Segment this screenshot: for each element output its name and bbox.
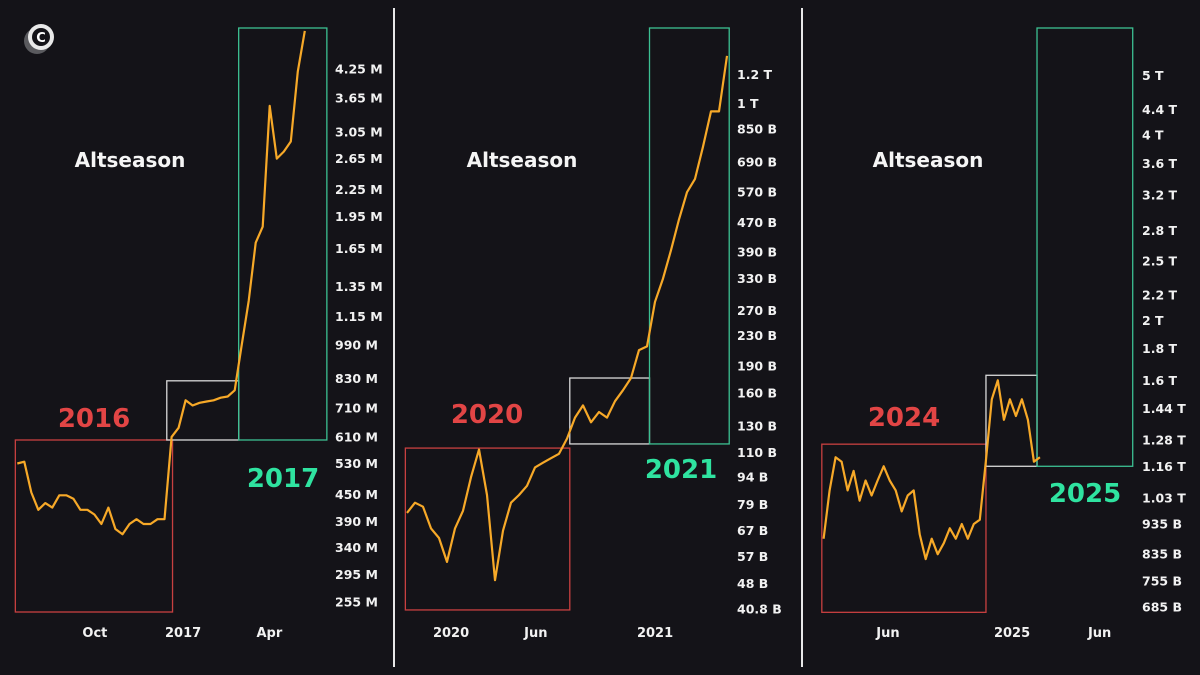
y-tick-label: 2.8 T <box>1142 223 1177 238</box>
y-tick-label: 530 M <box>335 456 378 471</box>
y-tick-label: 94 B <box>737 470 768 485</box>
x-tick-label: 2025 <box>994 626 1030 641</box>
y-tick-label: 1.28 T <box>1142 432 1186 447</box>
y-tick-label: 1.15 M <box>335 309 383 324</box>
y-tick-label: 610 M <box>335 429 378 444</box>
logo: C <box>24 24 54 54</box>
market-cap-line <box>17 30 306 536</box>
logo-coin-inner-icon <box>32 28 50 46</box>
y-tick-label: 1.6 T <box>1142 373 1177 388</box>
y-tick-label: 5 T <box>1142 68 1164 83</box>
y-tick-label: 270 B <box>737 303 777 318</box>
y-tick-label: 1.35 M <box>335 279 383 294</box>
chart-title: Altseason <box>873 148 984 172</box>
y-tick-label: 3.2 T <box>1142 187 1177 202</box>
year-label-green: 2021 <box>645 455 717 485</box>
red-period-box <box>821 443 987 613</box>
y-tick-label: 255 M <box>335 595 378 610</box>
y-tick-label: 755 B <box>1142 574 1182 589</box>
y-tick-label: 935 B <box>1142 516 1182 531</box>
y-tick-label: 4 T <box>1142 128 1164 143</box>
y-tick-label: 3.6 T <box>1142 156 1177 171</box>
y-tick-label: 850 B <box>737 122 777 137</box>
y-tick-label: 570 B <box>737 185 777 200</box>
market-cap-line <box>822 379 1041 561</box>
y-tick-label: 450 M <box>335 487 378 502</box>
y-tick-label: 390 M <box>335 514 378 529</box>
y-tick-label: 67 B <box>737 523 768 538</box>
y-tick-label: 190 B <box>737 358 777 373</box>
y-tick-label: 110 B <box>737 445 777 460</box>
year-label-red: 2020 <box>451 400 523 430</box>
chart-title: Altseason <box>75 148 186 172</box>
y-tick-label: 830 M <box>335 371 378 386</box>
y-tick-label: 1 T <box>737 96 759 111</box>
y-tick-label: 2 T <box>1142 313 1164 328</box>
y-tick-label: 690 B <box>737 154 777 169</box>
y-tick-label: 835 B <box>1142 547 1182 562</box>
x-tick-label: Jun <box>1087 626 1111 641</box>
y-tick-label: 48 B <box>737 576 768 591</box>
x-tick-label: Jun <box>523 626 547 641</box>
red-period-box <box>404 447 571 611</box>
y-tick-label: 130 B <box>737 418 777 433</box>
y-tick-label: 330 B <box>737 271 777 286</box>
y-tick-label: 3.65 M <box>335 90 383 105</box>
y-tick-label: 4.4 T <box>1142 102 1177 117</box>
y-tick-label: 4.25 M <box>335 62 383 77</box>
year-label-red: 2024 <box>868 403 940 433</box>
green-period-box <box>1036 27 1134 467</box>
white-period-box <box>166 380 240 441</box>
y-tick-label: 390 B <box>737 245 777 260</box>
y-tick-label: 2.25 M <box>335 182 383 197</box>
y-tick-label: 40.8 B <box>737 602 782 617</box>
year-label-green: 2017 <box>247 464 319 494</box>
logo-letter: C <box>36 31 46 46</box>
y-tick-label: 230 B <box>737 328 777 343</box>
x-tick-label: Oct <box>82 626 107 641</box>
y-tick-label: 160 B <box>737 386 777 401</box>
y-tick-label: 340 M <box>335 540 378 555</box>
y-tick-label: 1.44 T <box>1142 401 1186 416</box>
y-tick-label: 990 M <box>335 338 378 353</box>
year-label-green: 2025 <box>1049 479 1121 509</box>
year-label-red: 2016 <box>58 404 130 434</box>
y-tick-label: 1.8 T <box>1142 341 1177 356</box>
red-period-box <box>14 439 174 613</box>
y-tick-label: 57 B <box>737 549 768 564</box>
x-tick-label: Jun <box>875 626 899 641</box>
y-tick-label: 710 M <box>335 401 378 416</box>
chart-title: Altseason <box>467 148 578 172</box>
x-tick-label: 2017 <box>165 626 201 641</box>
y-tick-label: 2.65 M <box>335 151 383 166</box>
y-tick-label: 1.65 M <box>335 241 383 256</box>
y-tick-label: 79 B <box>737 497 768 512</box>
y-tick-label: 295 M <box>335 567 378 582</box>
y-tick-label: 1.03 T <box>1142 491 1186 506</box>
y-tick-label: 1.16 T <box>1142 459 1186 474</box>
x-tick-label: 2021 <box>637 626 673 641</box>
x-tick-label: 2020 <box>433 626 469 641</box>
green-period-box <box>238 27 328 441</box>
y-tick-label: 2.2 T <box>1142 288 1177 303</box>
x-tick-label: Apr <box>256 626 282 641</box>
green-period-box <box>648 27 730 445</box>
y-tick-label: 1.95 M <box>335 209 383 224</box>
y-tick-label: 470 B <box>737 215 777 230</box>
y-tick-label: 2.5 T <box>1142 253 1177 268</box>
white-period-box <box>985 374 1038 467</box>
market-cap-line <box>406 55 729 582</box>
y-tick-label: 1.2 T <box>737 67 772 82</box>
y-tick-label: 3.05 M <box>335 124 383 139</box>
y-tick-label: 685 B <box>1142 600 1182 615</box>
